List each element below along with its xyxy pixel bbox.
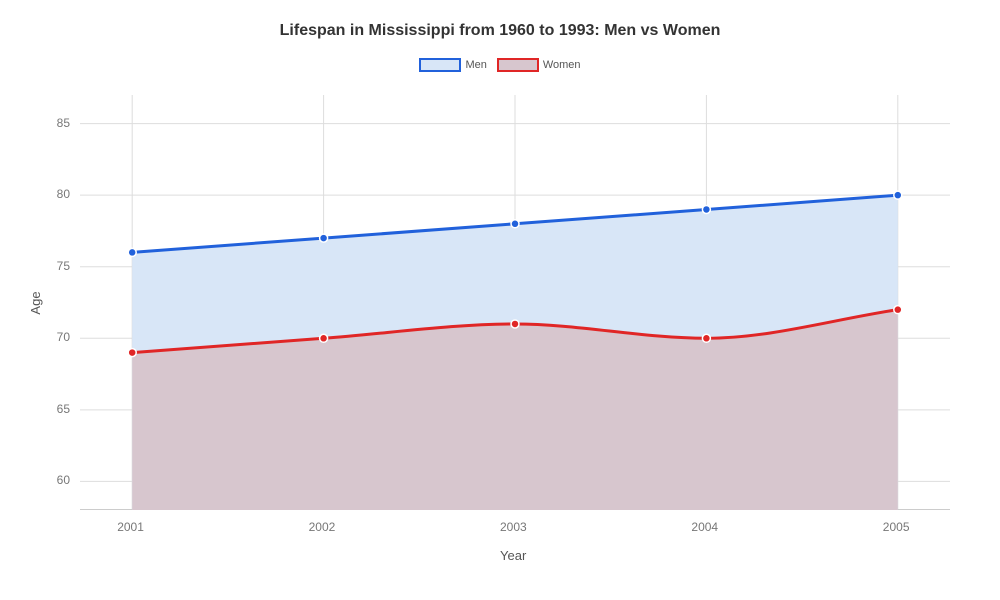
legend-swatch-women <box>497 58 539 72</box>
legend-swatch-men <box>419 58 461 72</box>
x-tick-label: 2002 <box>309 520 336 534</box>
y-tick-label: 85 <box>57 116 70 130</box>
x-tick-label: 2001 <box>117 520 144 534</box>
x-tick-label: 2003 <box>500 520 527 534</box>
chart-container: Lifespan in Mississippi from 1960 to 199… <box>0 0 1000 600</box>
legend-label-women: Women <box>543 59 581 71</box>
x-tick-label: 2005 <box>883 520 910 534</box>
y-tick-label: 65 <box>57 402 70 416</box>
legend-label-men: Men <box>465 59 486 71</box>
legend-item-men: Men <box>419 58 486 72</box>
y-axis-label: Age <box>28 291 43 314</box>
plot-area <box>80 95 950 510</box>
legend-item-women: Women <box>497 58 581 72</box>
y-tick-label: 70 <box>57 330 70 344</box>
legend: Men Women <box>0 58 1000 72</box>
x-tick-label: 2004 <box>691 520 718 534</box>
y-tick-label: 60 <box>57 473 70 487</box>
x-axis-label: Year <box>500 548 526 563</box>
chart-title: Lifespan in Mississippi from 1960 to 199… <box>0 0 1000 40</box>
y-tick-label: 75 <box>57 259 70 273</box>
y-tick-label: 80 <box>57 187 70 201</box>
